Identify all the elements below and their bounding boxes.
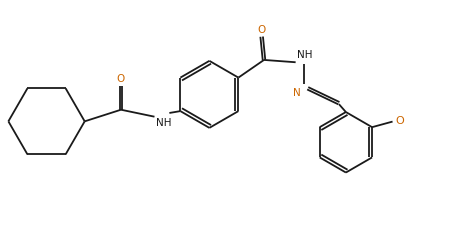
Text: NH: NH [296, 50, 311, 60]
Text: O: O [257, 25, 265, 35]
Text: O: O [394, 116, 403, 126]
Text: O: O [116, 74, 125, 84]
Text: N: N [292, 88, 300, 98]
Text: NH: NH [156, 118, 171, 128]
